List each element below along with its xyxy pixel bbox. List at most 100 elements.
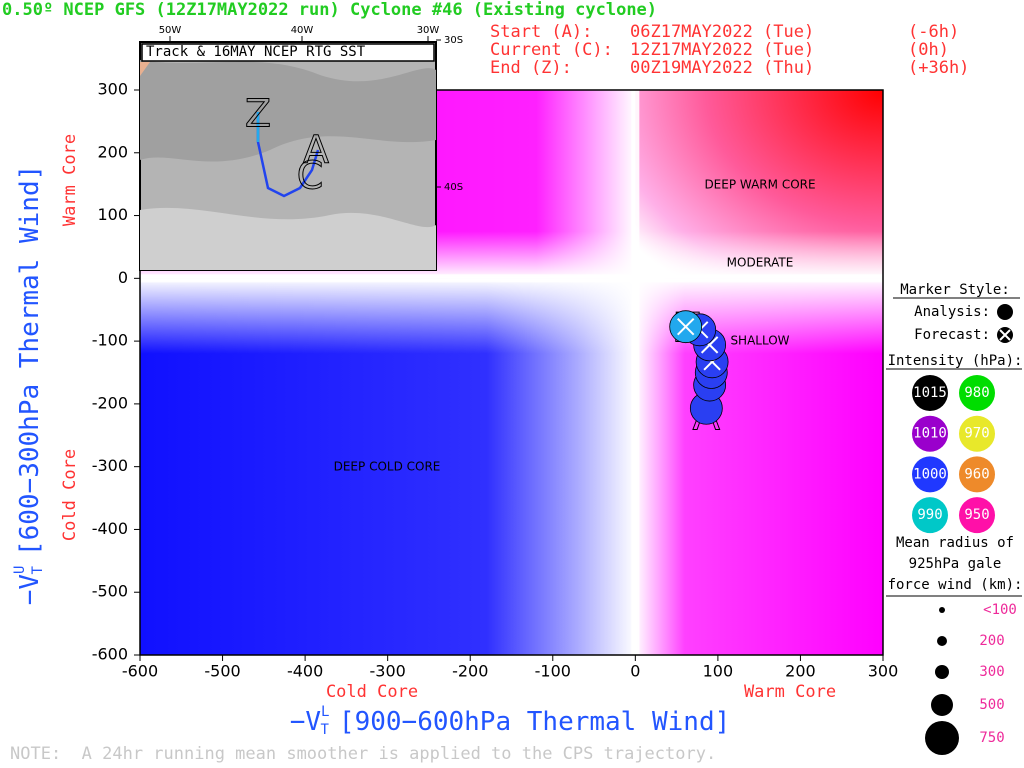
- time-info: 12Z17MAY2022 (Tue): [630, 40, 814, 60]
- time-info: (-6h): [908, 22, 959, 42]
- axis-label-part: [900−600hPa Thermal Wind]: [339, 707, 730, 737]
- axis-label-part: L: [321, 704, 329, 720]
- intensity-swatch: [959, 497, 995, 534]
- radius-swatch: [939, 607, 945, 613]
- legend-title: Intensity (hPa):: [888, 353, 1023, 369]
- intensity-swatch: [959, 415, 995, 452]
- radius-label: 200: [979, 633, 1004, 649]
- forecast-cross: [700, 336, 719, 354]
- zero-band: [140, 274, 883, 283]
- time-info: Start (A):: [490, 22, 592, 42]
- intensity-label: 990: [917, 507, 942, 523]
- intensity-swatch: [959, 456, 995, 493]
- x-tick-label: -500: [204, 662, 240, 681]
- legend-title: Marker Style:: [900, 282, 1010, 298]
- inset-track-label: C: [297, 154, 324, 198]
- y-tick-label: -300: [92, 456, 128, 475]
- legend-marker: [997, 304, 1013, 320]
- y-tick-label: 300: [97, 80, 128, 99]
- note: NOTE: A 24hr running mean smoother is ap…: [10, 744, 716, 764]
- radius-swatch: [935, 665, 949, 679]
- annotation: MODERATE: [727, 256, 794, 270]
- intensity-swatch: [912, 497, 948, 534]
- axis-label: −VU T [600−300hPa Thermal Wind]: [12, 165, 46, 606]
- legend-marker: [999, 329, 1011, 341]
- radius-swatch: [937, 636, 947, 646]
- chart-title: 0.50º NCEP GFS (12Z17MAY2022 run) Cyclon…: [2, 0, 657, 20]
- time-info: 00Z19MAY2022 (Thu): [630, 58, 814, 78]
- legend-label: Analysis:: [914, 304, 990, 320]
- annotation: DEEP WARM CORE: [704, 178, 815, 192]
- intensity-label: 970: [964, 426, 989, 442]
- lat-label: 40S: [444, 182, 463, 193]
- radius-label: 500: [979, 697, 1004, 713]
- y-tick-label: -500: [92, 582, 128, 601]
- axis-label-part: −V: [290, 707, 321, 737]
- y-tick-label: 200: [97, 142, 128, 161]
- y-side-label: Warm Core: [60, 134, 80, 226]
- legend-label: Forecast:: [914, 327, 990, 343]
- x-tick-label: 0: [630, 662, 640, 681]
- x-tick-label: -200: [452, 662, 488, 681]
- radius-label: 750: [979, 730, 1004, 746]
- y-tick-label: -400: [92, 519, 128, 538]
- x-tick-label: 100: [703, 662, 734, 681]
- time-info: 06Z17MAY2022 (Tue): [630, 22, 814, 42]
- time-info: End (Z):: [490, 58, 572, 78]
- time-info: (0h): [908, 40, 949, 60]
- axis-label: −VL T [900−600hPa Thermal Wind]: [290, 704, 731, 738]
- intensity-label: 1010: [913, 426, 947, 442]
- time-info: (+36h): [908, 58, 969, 78]
- fade: [140, 278, 883, 655]
- x-tick-label: 300: [868, 662, 899, 681]
- axis-label-part: [600−300hPa Thermal Wind]: [15, 165, 45, 556]
- y-tick-label: -200: [92, 393, 128, 412]
- plot-frame: [139, 89, 884, 656]
- legend-title: force wind (km):: [888, 577, 1023, 593]
- axis-label-part: −V: [15, 574, 45, 605]
- intensity-label: 1015: [913, 385, 947, 401]
- x-tick-label: -400: [287, 662, 323, 681]
- intensity-label: 960: [964, 466, 989, 482]
- forecast-cross: [676, 317, 695, 336]
- intensity-label: 950: [964, 507, 989, 523]
- intensity-label: 980: [964, 385, 989, 401]
- x-tick-label: 200: [785, 662, 816, 681]
- radius-label: 300: [979, 664, 1004, 680]
- y-tick-label: -100: [92, 331, 128, 350]
- y-tick-label: -600: [92, 645, 128, 664]
- axis-label-part: T: [320, 722, 329, 738]
- phase-background: [139, 89, 884, 656]
- lon-label: 40W: [291, 25, 314, 36]
- axis-label-part: T: [30, 566, 46, 575]
- axis-label-part: U: [12, 566, 28, 574]
- radius-swatch: [931, 694, 953, 716]
- zero-band: [631, 90, 640, 655]
- time-info: Current (C):: [490, 40, 613, 60]
- annotation: SHALLOW: [730, 334, 789, 348]
- x-side-label: Warm Core: [744, 682, 836, 702]
- radius-swatch: [925, 721, 959, 755]
- intensity-swatch: [959, 375, 995, 411]
- x-tick-label: -300: [370, 662, 406, 681]
- inset-title: Track & 16MAY NCEP RTG SST: [146, 44, 366, 60]
- lat-label: 30S: [444, 35, 463, 46]
- x-tick-label: -600: [122, 662, 158, 681]
- intensity-label: 1000: [913, 466, 947, 482]
- legend-title: Mean radius of: [896, 535, 1014, 551]
- lon-label: 50W: [159, 25, 182, 36]
- intensity-swatch: [912, 375, 948, 411]
- intensity-swatch: [912, 415, 948, 452]
- y-side-label: Cold Core: [60, 449, 80, 541]
- y-tick-label: 0: [118, 268, 128, 287]
- inset-track-label: Z: [245, 92, 271, 136]
- inset-map: Track & 16MAY NCEP RTG SST 50W 40W 30W 30S 40…: [139, 25, 463, 271]
- annotation: DEEP COLD CORE: [334, 460, 441, 474]
- lon-label: 30W: [417, 25, 440, 36]
- intensity-swatch: [912, 456, 948, 493]
- x-side-label: Cold Core: [326, 682, 418, 702]
- y-tick-label: 100: [97, 205, 128, 224]
- radius-label: <100: [983, 602, 1017, 618]
- legend-title: 925hPa gale: [909, 556, 1002, 572]
